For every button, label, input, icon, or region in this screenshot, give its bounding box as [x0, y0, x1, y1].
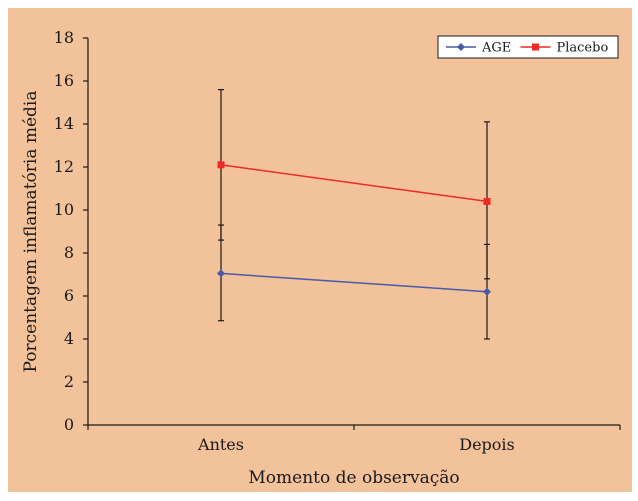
data-point-age [217, 269, 225, 278]
y-axis-title: Porcentagem inflamatória média [21, 91, 41, 373]
data-point-age [483, 287, 491, 296]
x-category-label: Depois [459, 435, 515, 454]
y-tick-label: 14 [54, 114, 74, 133]
y-tick-label: 4 [64, 329, 74, 348]
x-category-label: Antes [197, 435, 244, 454]
legend-marker-age [457, 43, 465, 51]
y-tick-label: 12 [54, 157, 74, 176]
legend-label-age: AGE [481, 41, 511, 56]
y-tick-label: 18 [54, 28, 74, 47]
data-point-placebo [483, 197, 491, 205]
legend-label-placebo: Placebo [557, 41, 609, 56]
legend: AGE Placebo [437, 35, 619, 59]
series-line-placebo [220, 164, 488, 203]
y-tick-label: 0 [64, 415, 74, 434]
legend-marker-placebo [532, 43, 539, 51]
y-tick-label: 10 [54, 200, 74, 219]
chart-background [8, 8, 632, 492]
series-layer [217, 161, 491, 296]
y-tick-label: 16 [54, 71, 74, 90]
y-tick-label: 6 [64, 286, 74, 305]
axes-layer: 0 2 4 6 8 10 12 14 16 18 Antes Depois [54, 28, 621, 454]
y-tick-label: 2 [64, 372, 74, 391]
data-point-placebo [217, 161, 225, 169]
x-axis-title: Momento de observação [248, 468, 459, 488]
series-line-age [220, 272, 488, 293]
y-tick-label: 8 [64, 243, 74, 262]
